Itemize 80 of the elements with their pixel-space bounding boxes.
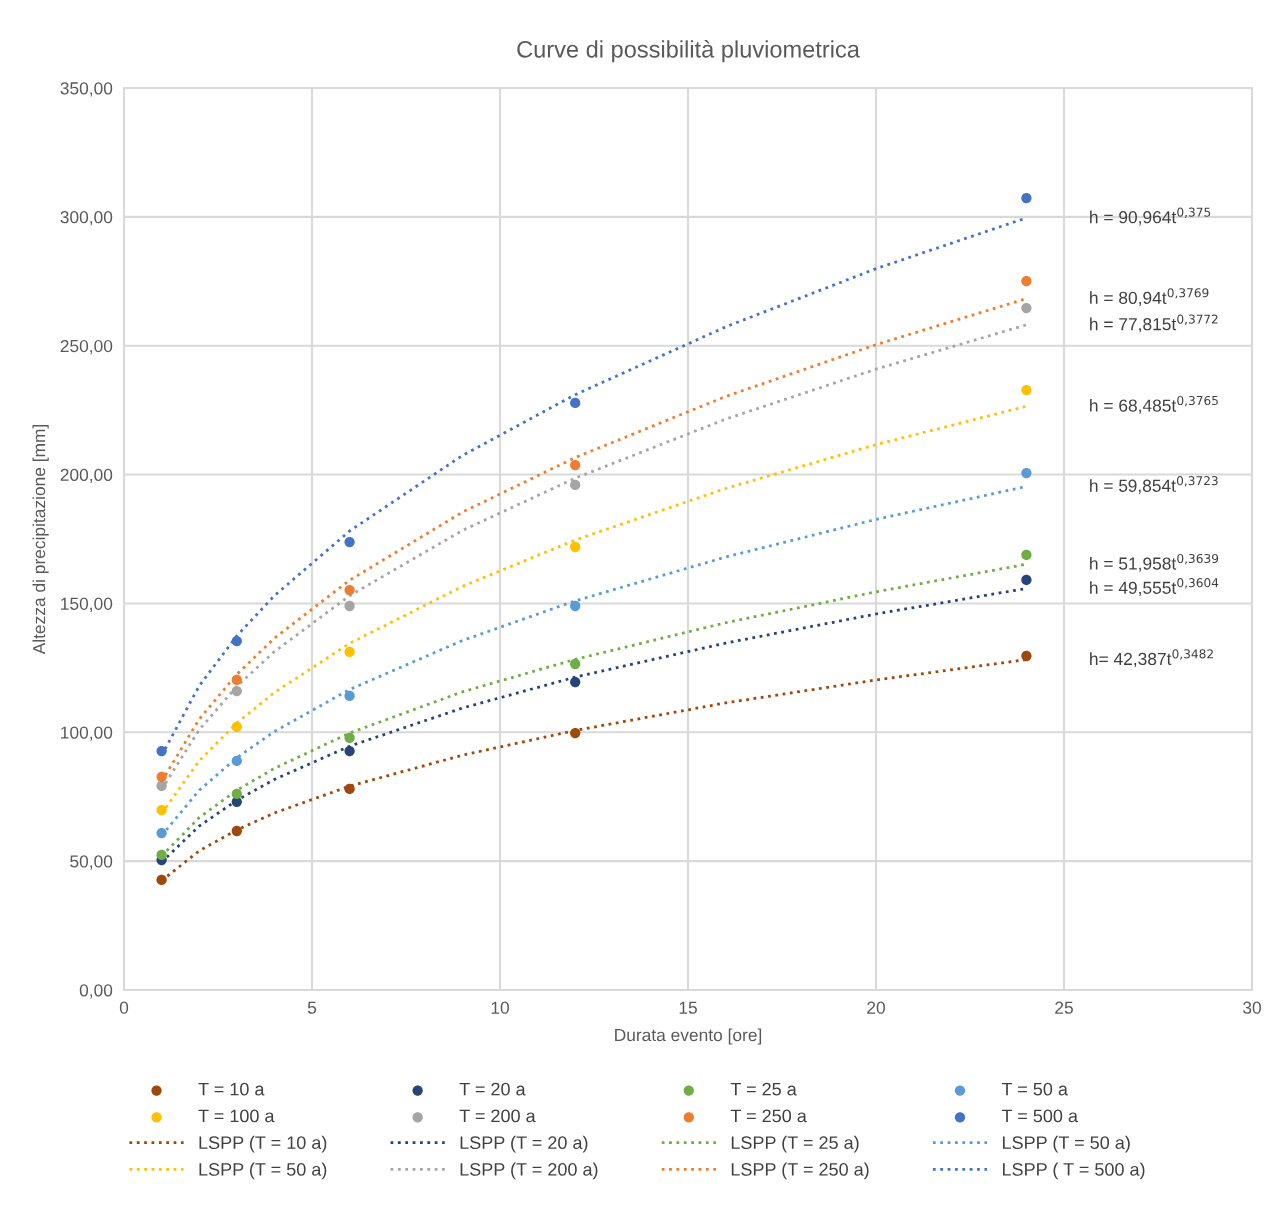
legend-label: T = 500 a xyxy=(1001,1109,1078,1123)
legend-label: T = 10 a xyxy=(198,1082,265,1096)
point xyxy=(570,479,581,491)
point xyxy=(344,600,355,612)
y-tick-label: 50,00 xyxy=(70,855,113,870)
point xyxy=(570,397,581,409)
legend-label: LSPP (T = 50 a) xyxy=(1002,1135,1130,1153)
point xyxy=(344,584,355,596)
point xyxy=(344,745,355,757)
point xyxy=(344,690,355,702)
point xyxy=(1021,275,1032,287)
annotation: h = 51,958t$^{0,3639}$ xyxy=(1090,553,1219,572)
point xyxy=(156,804,167,816)
point xyxy=(570,459,581,471)
point xyxy=(344,732,355,744)
legend-label: LSPP (T = 20 a) xyxy=(460,1135,588,1153)
legend-label: LSPP (T = 50 a) xyxy=(199,1162,327,1180)
point xyxy=(344,646,355,658)
point xyxy=(1021,192,1032,204)
point xyxy=(231,825,242,837)
y-tick-label: 300,00 xyxy=(60,211,113,226)
point xyxy=(1021,650,1032,662)
point xyxy=(156,745,167,757)
point xyxy=(231,674,242,686)
legend-label: T = 250 a xyxy=(730,1109,807,1123)
y-tick-label: 250,00 xyxy=(60,339,113,355)
point xyxy=(570,676,581,688)
x-tick-label: 25 xyxy=(1055,1001,1073,1014)
point xyxy=(231,635,242,647)
point xyxy=(570,727,581,739)
point xyxy=(231,755,242,767)
point xyxy=(344,536,355,548)
point xyxy=(156,780,167,792)
legend-label: LSPP (T = 250 a) xyxy=(731,1162,869,1180)
annotation: h = 90,964t$^{0,375}$ xyxy=(1090,207,1211,226)
point xyxy=(156,874,167,886)
legend-label: T = 200 a xyxy=(459,1109,536,1123)
point xyxy=(1021,302,1032,314)
annotation: h = 68,485t$^{0,3765}$ xyxy=(1090,395,1218,414)
legend-label: LSPP (T = 10 a) xyxy=(199,1135,327,1153)
point xyxy=(570,600,581,612)
y-tick-label: 200,00 xyxy=(60,468,113,484)
point xyxy=(1021,384,1032,396)
point xyxy=(156,771,167,783)
annotation: h = 77,815t$^{0,3772}$ xyxy=(1090,314,1218,333)
annotation: h = 80,94t$^{0,3769}$ xyxy=(1090,288,1209,307)
point xyxy=(1021,467,1032,479)
annotation: h= 42,387t$^{0,3482}$ xyxy=(1090,649,1213,668)
point xyxy=(231,788,242,800)
y-tick-label: 0,00 xyxy=(79,984,113,999)
chart-title: Curve di possibilità pluviometrica xyxy=(517,40,860,63)
annotation: h = 49,555t$^{0,3604}$ xyxy=(1090,578,1219,596)
point xyxy=(156,827,167,839)
y-axis-title: Altezza di precipitazione [mm] xyxy=(32,424,49,655)
point xyxy=(231,721,242,733)
point xyxy=(570,541,581,553)
point xyxy=(1021,574,1032,586)
x-tick-label: 5 xyxy=(307,1001,317,1014)
point xyxy=(156,849,167,861)
legend-label: T = 25 a xyxy=(730,1082,797,1096)
x-tick-label: 15 xyxy=(679,1001,697,1014)
y-tick-label: 100,00 xyxy=(61,726,113,741)
legend-label: LSPP (T = 200 a) xyxy=(460,1162,598,1180)
x-tick-label: 30 xyxy=(1243,1001,1261,1014)
x-axis-title: Durata evento [ore] xyxy=(615,1028,762,1045)
legend-label: T = 100 a xyxy=(198,1109,275,1123)
legend-label: T = 20 a xyxy=(459,1082,526,1096)
annotation: h = 59,854t$^{0,3723}$ xyxy=(1090,476,1218,494)
point xyxy=(1021,549,1032,561)
y-tick-label: 350,00 xyxy=(60,82,113,97)
legend-label: LSPP (T = 25 a) xyxy=(731,1135,859,1153)
point xyxy=(570,658,581,670)
y-tick-label: 150,00 xyxy=(61,597,113,612)
x-tick-label: 20 xyxy=(867,1001,885,1014)
x-tick-label: 0 xyxy=(119,1001,129,1014)
point xyxy=(344,783,355,795)
legend-label: T = 50 a xyxy=(1001,1082,1068,1096)
point xyxy=(231,685,242,697)
legend-label: LSPP ( T = 500 a) xyxy=(1002,1162,1145,1180)
x-tick-label: 10 xyxy=(491,1001,509,1014)
